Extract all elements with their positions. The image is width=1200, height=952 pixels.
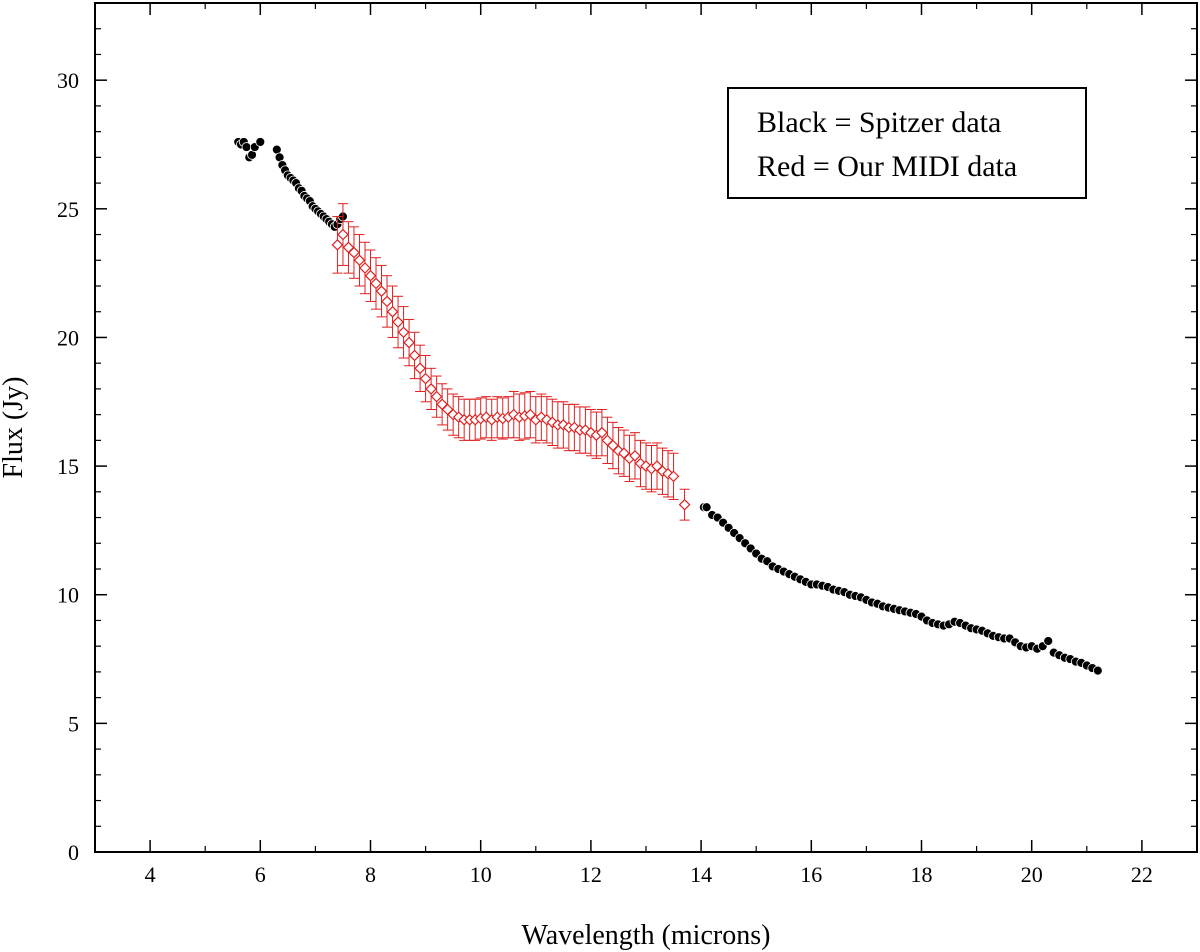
y-axis-title: Flux (Jy) bbox=[0, 377, 29, 479]
legend: Black = Spitzer data Red = Our MIDI data bbox=[727, 87, 1087, 199]
midi-point bbox=[629, 449, 641, 462]
y-tick-label: 5 bbox=[68, 711, 79, 736]
y-tick-label: 10 bbox=[57, 583, 79, 608]
midi-point bbox=[375, 285, 388, 297]
x-tick-label: 10 bbox=[470, 862, 492, 887]
legend-entry-spitzer: Black = Spitzer data bbox=[757, 106, 1001, 139]
x-tick-label: 20 bbox=[1021, 862, 1043, 887]
midi-point bbox=[392, 316, 404, 328]
spitzer-point bbox=[255, 137, 266, 147]
y-tick-label: 20 bbox=[57, 325, 79, 350]
x-tick-label: 8 bbox=[365, 862, 376, 887]
midi-point bbox=[370, 277, 382, 290]
x-tick-label: 18 bbox=[911, 862, 933, 887]
spitzer-point bbox=[241, 142, 252, 152]
x-tick-label: 6 bbox=[255, 862, 266, 887]
midi-point bbox=[381, 295, 393, 308]
midi-point bbox=[596, 426, 608, 439]
midi-point bbox=[678, 498, 691, 511]
midi-point bbox=[353, 254, 366, 267]
spitzer-point bbox=[701, 502, 712, 513]
y-tick-label: 15 bbox=[57, 454, 79, 479]
spitzer-point bbox=[1092, 665, 1103, 676]
midi-point bbox=[337, 228, 349, 241]
midi-point bbox=[397, 326, 410, 339]
x-tick-label: 14 bbox=[690, 862, 712, 887]
midi-point bbox=[419, 372, 432, 385]
midi-point bbox=[359, 262, 371, 274]
x-tick-label: 22 bbox=[1131, 862, 1153, 887]
midi-point bbox=[667, 470, 680, 483]
x-tick-label: 4 bbox=[145, 862, 156, 887]
midi-point bbox=[403, 336, 415, 349]
y-tick-label: 25 bbox=[57, 197, 79, 222]
legend-entry-midi: Red = Our MIDI data bbox=[757, 150, 1017, 183]
midi-point bbox=[348, 246, 360, 259]
midi-point bbox=[408, 349, 421, 362]
midi-point bbox=[386, 305, 399, 318]
midi-point bbox=[430, 390, 443, 403]
midi-point bbox=[364, 269, 377, 282]
x-tick-label: 16 bbox=[800, 862, 822, 887]
midi-point bbox=[331, 238, 344, 251]
x-axis-title: Wavelength (microns) bbox=[522, 920, 771, 951]
y-tick-label: 30 bbox=[57, 68, 79, 93]
midi-point bbox=[425, 383, 437, 395]
legend-box bbox=[727, 87, 1087, 199]
x-tick-label: 12 bbox=[580, 862, 602, 887]
midi-point bbox=[414, 362, 426, 375]
plot-frame bbox=[94, 2, 1198, 853]
y-tick-label: 0 bbox=[68, 840, 79, 865]
spitzer-point bbox=[1043, 636, 1054, 646]
